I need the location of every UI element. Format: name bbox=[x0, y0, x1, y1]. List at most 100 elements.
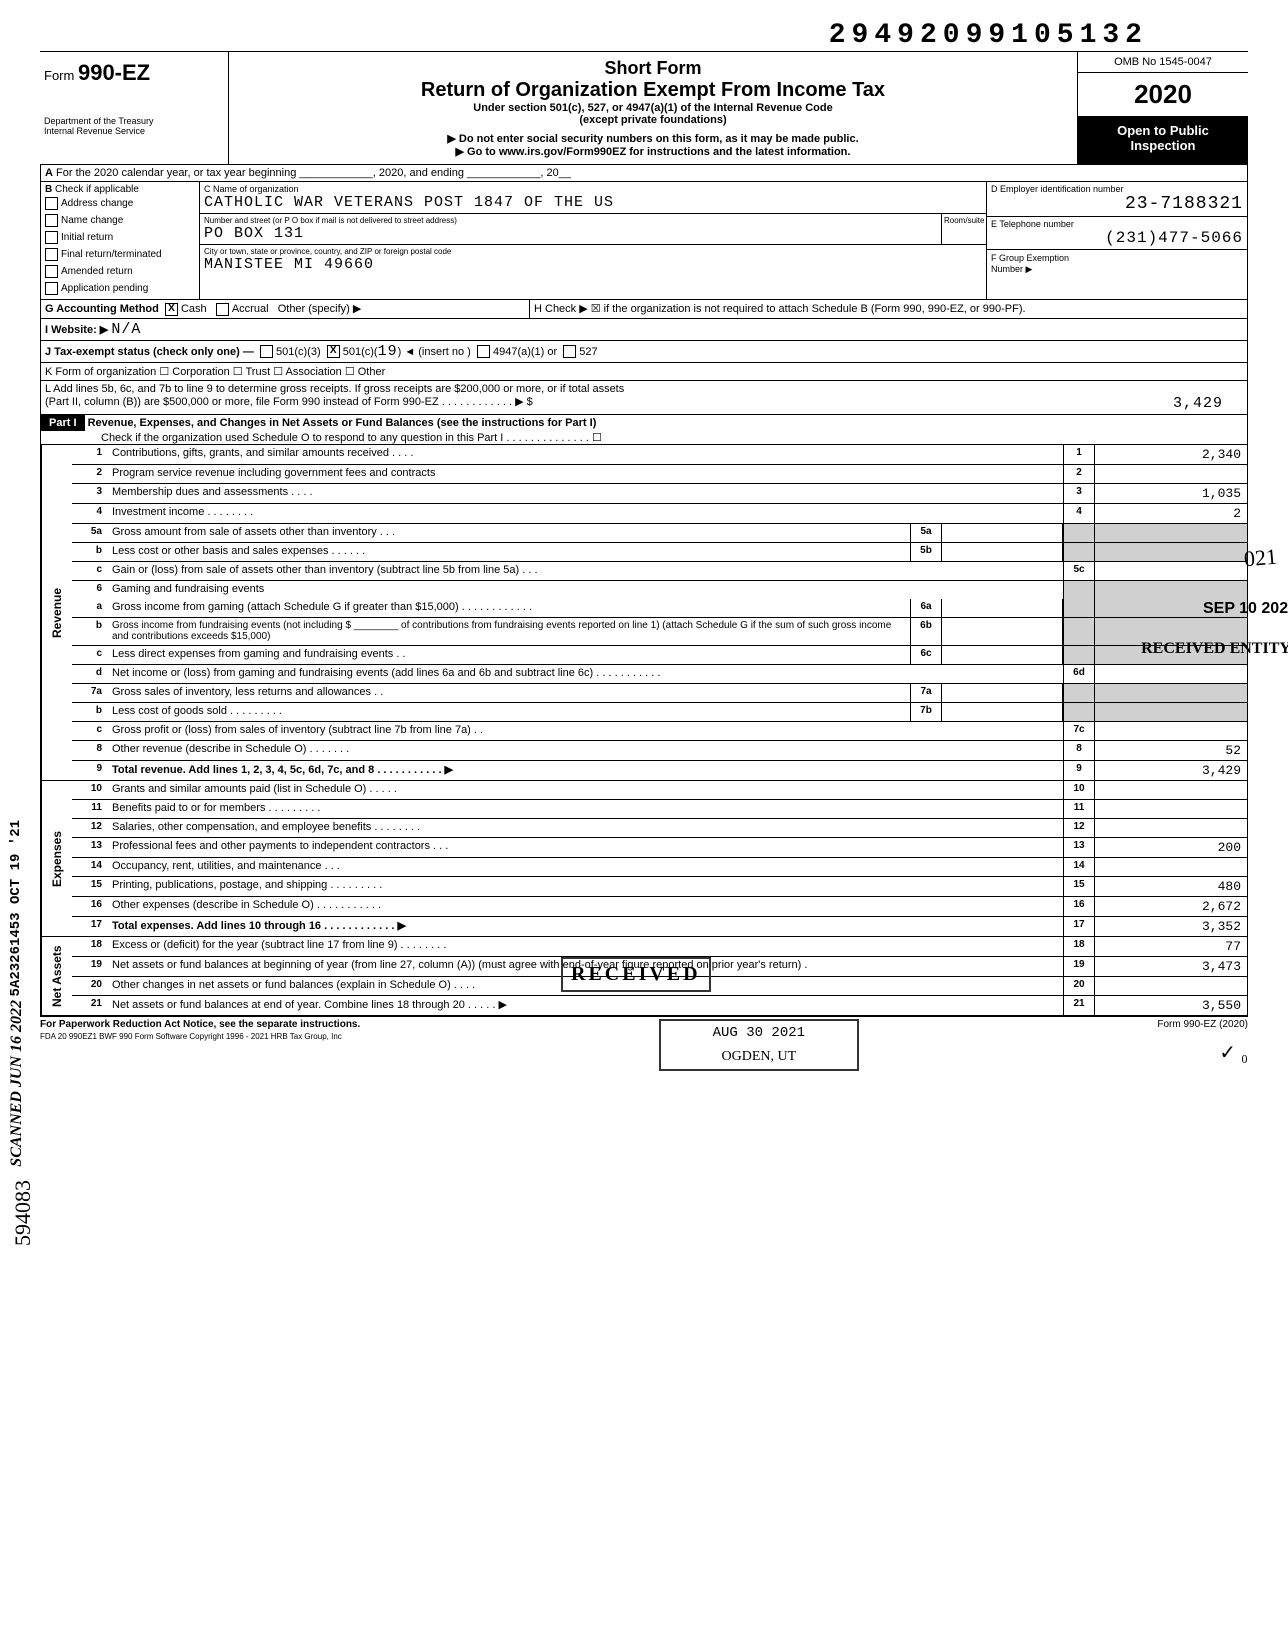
l5b-num: b bbox=[72, 543, 108, 561]
l11-desc: Benefits paid to or for members . . . . … bbox=[108, 800, 1063, 818]
ein-value: 23-7188321 bbox=[991, 194, 1243, 214]
omb-box: OMB No 1545-0047 2020 Open to Public Ins… bbox=[1077, 52, 1248, 164]
l14-desc: Occupancy, rent, utilities, and maintena… bbox=[108, 858, 1063, 876]
l16-num: 16 bbox=[72, 897, 108, 916]
l1-num: 1 bbox=[72, 445, 108, 464]
chk-address-change[interactable]: Address change bbox=[45, 195, 195, 212]
l5b-midval bbox=[942, 543, 1063, 561]
l6c-midval bbox=[942, 646, 1063, 664]
part1-title: Revenue, Expenses, and Changes in Net As… bbox=[88, 417, 597, 429]
l7a-shade bbox=[1063, 684, 1095, 702]
header-info: A For the 2020 calendar year, or tax yea… bbox=[40, 165, 1248, 415]
l6c-shade bbox=[1063, 646, 1095, 664]
l13-val: 200 bbox=[1095, 838, 1247, 857]
title-main: Return of Organization Exempt From Incom… bbox=[239, 79, 1067, 102]
l18-desc: Excess or (deficit) for the year (subtra… bbox=[108, 937, 1063, 956]
section-c-label: C Name of organization bbox=[204, 184, 982, 194]
chk-527[interactable] bbox=[563, 345, 576, 358]
dept-treasury: Department of the Treasury bbox=[44, 116, 224, 126]
part1-header-row: Part I Revenue, Expenses, and Changes in… bbox=[40, 415, 1248, 445]
l3-num: 3 bbox=[72, 484, 108, 503]
l12-num: 12 bbox=[72, 819, 108, 837]
l5a-desc: Gross amount from sale of assets other t… bbox=[108, 524, 910, 542]
l19-box: 19 bbox=[1063, 957, 1095, 976]
chk-cash[interactable]: X bbox=[165, 303, 178, 316]
l6b-shade bbox=[1063, 618, 1095, 645]
l3-desc: Membership dues and assessments . . . . bbox=[108, 484, 1063, 503]
chk-4947[interactable] bbox=[477, 345, 490, 358]
l5a-mid: 5a bbox=[910, 524, 942, 542]
l20-num: 20 bbox=[72, 977, 108, 995]
l15-num: 15 bbox=[72, 877, 108, 896]
chk-501c[interactable]: X bbox=[327, 345, 340, 358]
l17-val: 3,352 bbox=[1095, 917, 1247, 936]
chk-501c3[interactable] bbox=[260, 345, 273, 358]
l8-num: 8 bbox=[72, 741, 108, 760]
l5b-mid: 5b bbox=[910, 543, 942, 561]
l3-val: 1,035 bbox=[1095, 484, 1247, 503]
line-l: L Add lines 5b, 6c, and 7b to line 9 to … bbox=[41, 381, 1247, 414]
chk-final-return[interactable]: Final return/terminated bbox=[45, 246, 195, 263]
l14-num: 14 bbox=[72, 858, 108, 876]
l7b-shade bbox=[1063, 703, 1095, 721]
l17-num: 17 bbox=[72, 917, 108, 936]
form-header: Form 990-EZ Department of the Treasury I… bbox=[40, 51, 1248, 165]
part1-check: Check if the organization used Schedule … bbox=[41, 431, 1247, 444]
l21-desc: Net assets or fund balances at end of ye… bbox=[108, 996, 1063, 1015]
chk-accrual[interactable] bbox=[216, 303, 229, 316]
street-value: PO BOX 131 bbox=[204, 225, 937, 242]
l6a-shade bbox=[1063, 599, 1095, 617]
l7c-num: c bbox=[72, 722, 108, 740]
chk-initial-return[interactable]: Initial return bbox=[45, 229, 195, 246]
l5c-num: c bbox=[72, 562, 108, 580]
l9-box: 9 bbox=[1063, 761, 1095, 780]
chk-amended[interactable]: Amended return bbox=[45, 263, 195, 280]
l21-num: 21 bbox=[72, 996, 108, 1015]
l5c-desc: Gain or (loss) from sale of assets other… bbox=[108, 562, 1063, 580]
received-label: RECEIVED bbox=[571, 963, 701, 986]
l6-shade bbox=[1063, 581, 1095, 599]
line-k: K Form of organization ☐ Corporation ☐ T… bbox=[41, 363, 1247, 380]
l7a-shadeval bbox=[1095, 684, 1247, 702]
l15-desc: Printing, publications, postage, and shi… bbox=[108, 877, 1063, 896]
l21-box: 21 bbox=[1063, 996, 1095, 1015]
l4-val: 2 bbox=[1095, 504, 1247, 523]
l11-val bbox=[1095, 800, 1247, 818]
received-stamp: RECEIVED bbox=[561, 957, 711, 992]
section-e-label: E Telephone number bbox=[991, 219, 1243, 229]
l7b-mid: 7b bbox=[910, 703, 942, 721]
l11-box: 11 bbox=[1063, 800, 1095, 818]
l7b-desc: Less cost of goods sold . . . . . . . . … bbox=[108, 703, 910, 721]
l17-box: 17 bbox=[1063, 917, 1095, 936]
l7b-shadeval bbox=[1095, 703, 1247, 721]
l16-val: 2,672 bbox=[1095, 897, 1247, 916]
l7b-num: b bbox=[72, 703, 108, 721]
section-f-sub: Number ▶ bbox=[991, 264, 1243, 275]
signature-mark: ✓ ₀ bbox=[1157, 1040, 1248, 1065]
l10-desc: Grants and similar amounts paid (list in… bbox=[108, 781, 1063, 799]
l5b-desc: Less cost or other basis and sales expen… bbox=[108, 543, 910, 561]
l5b-shade bbox=[1063, 543, 1095, 561]
l8-val: 52 bbox=[1095, 741, 1247, 760]
stamp-sep: SEP 10 2021 bbox=[1203, 600, 1288, 618]
title-note2: ▶ Go to www.irs.gov/Form990EZ for instru… bbox=[239, 145, 1067, 158]
chk-pending[interactable]: Application pending bbox=[45, 280, 195, 297]
open-public-1: Open to Public bbox=[1080, 123, 1246, 138]
l18-box: 18 bbox=[1063, 937, 1095, 956]
chk-name-change[interactable]: Name change bbox=[45, 212, 195, 229]
l6b-num: b bbox=[72, 618, 108, 645]
l8-box: 8 bbox=[1063, 741, 1095, 760]
l7c-desc: Gross profit or (loss) from sales of inv… bbox=[108, 722, 1063, 740]
l4-box: 4 bbox=[1063, 504, 1095, 523]
line-l-value: 3,429 bbox=[1173, 395, 1243, 412]
street-label: Number and street (or P O box if mail is… bbox=[204, 216, 937, 225]
open-public-2: Inspection bbox=[1080, 138, 1246, 153]
l9-val: 3,429 bbox=[1095, 761, 1247, 780]
l6d-val bbox=[1095, 665, 1247, 683]
l7c-val bbox=[1095, 722, 1247, 740]
l6-shadeval bbox=[1095, 581, 1247, 599]
tax-year: 2020 bbox=[1078, 73, 1248, 117]
title-note1: ▶ Do not enter social security numbers o… bbox=[239, 132, 1067, 145]
l16-box: 16 bbox=[1063, 897, 1095, 916]
l10-box: 10 bbox=[1063, 781, 1095, 799]
